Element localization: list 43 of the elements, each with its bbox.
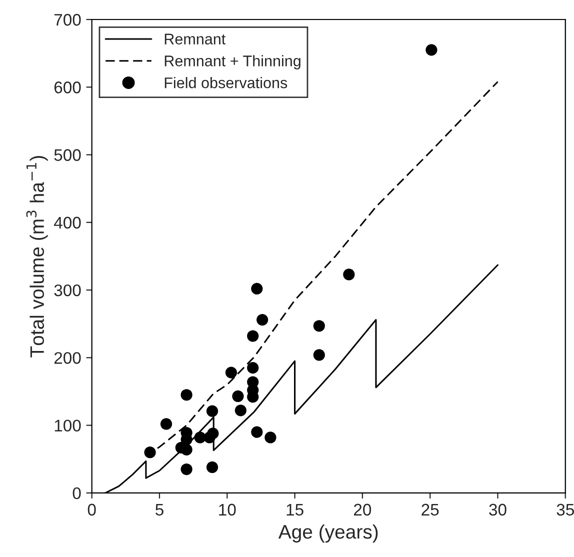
point (234, 404, 246, 416)
x-tick-label: 15 (286, 504, 304, 516)
point (426, 44, 438, 56)
x-tick-label: 30 (489, 504, 506, 516)
point (251, 282, 263, 294)
point (194, 432, 206, 444)
point (225, 366, 238, 378)
point (343, 268, 355, 280)
y-tick-label: 700 (54, 14, 81, 26)
point (180, 444, 192, 456)
x-tick-label: 20 (354, 504, 372, 516)
x-tick-label: 10 (219, 504, 236, 516)
point (144, 446, 156, 458)
point (206, 461, 218, 474)
point (256, 314, 268, 326)
point (313, 349, 325, 361)
point (264, 432, 276, 444)
x-tick-label: 25 (422, 504, 439, 516)
point (160, 418, 172, 430)
y-tick-label: 0 (72, 487, 81, 500)
y-tick-label: 400 (54, 216, 81, 229)
legend-label: Remnant (164, 34, 226, 44)
x-tick-label: 0 (88, 504, 96, 516)
legend-label: Remnant + Thinning (164, 55, 300, 70)
x-axis-title: Age (years) (278, 524, 378, 543)
point (247, 362, 259, 374)
y-tick-label: 300 (54, 284, 81, 296)
legend-label: Field observations (164, 77, 288, 88)
y-tick-label: 100 (54, 420, 81, 432)
point (207, 428, 219, 440)
y-tick-label: 600 (54, 82, 81, 94)
point (313, 320, 325, 332)
x-tick-label: 35 (556, 504, 574, 516)
y-tick-label: 200 (54, 352, 81, 364)
point (180, 463, 192, 476)
y-axis-title: Total volume (m$^{3}$ ha$^{−1}$) (26, 156, 48, 358)
point (232, 390, 244, 402)
point (180, 389, 192, 401)
point (247, 330, 259, 342)
point (206, 405, 218, 417)
point (251, 426, 263, 438)
y-tick-label: 500 (54, 149, 81, 161)
x-tick-label: 5 (156, 504, 164, 516)
